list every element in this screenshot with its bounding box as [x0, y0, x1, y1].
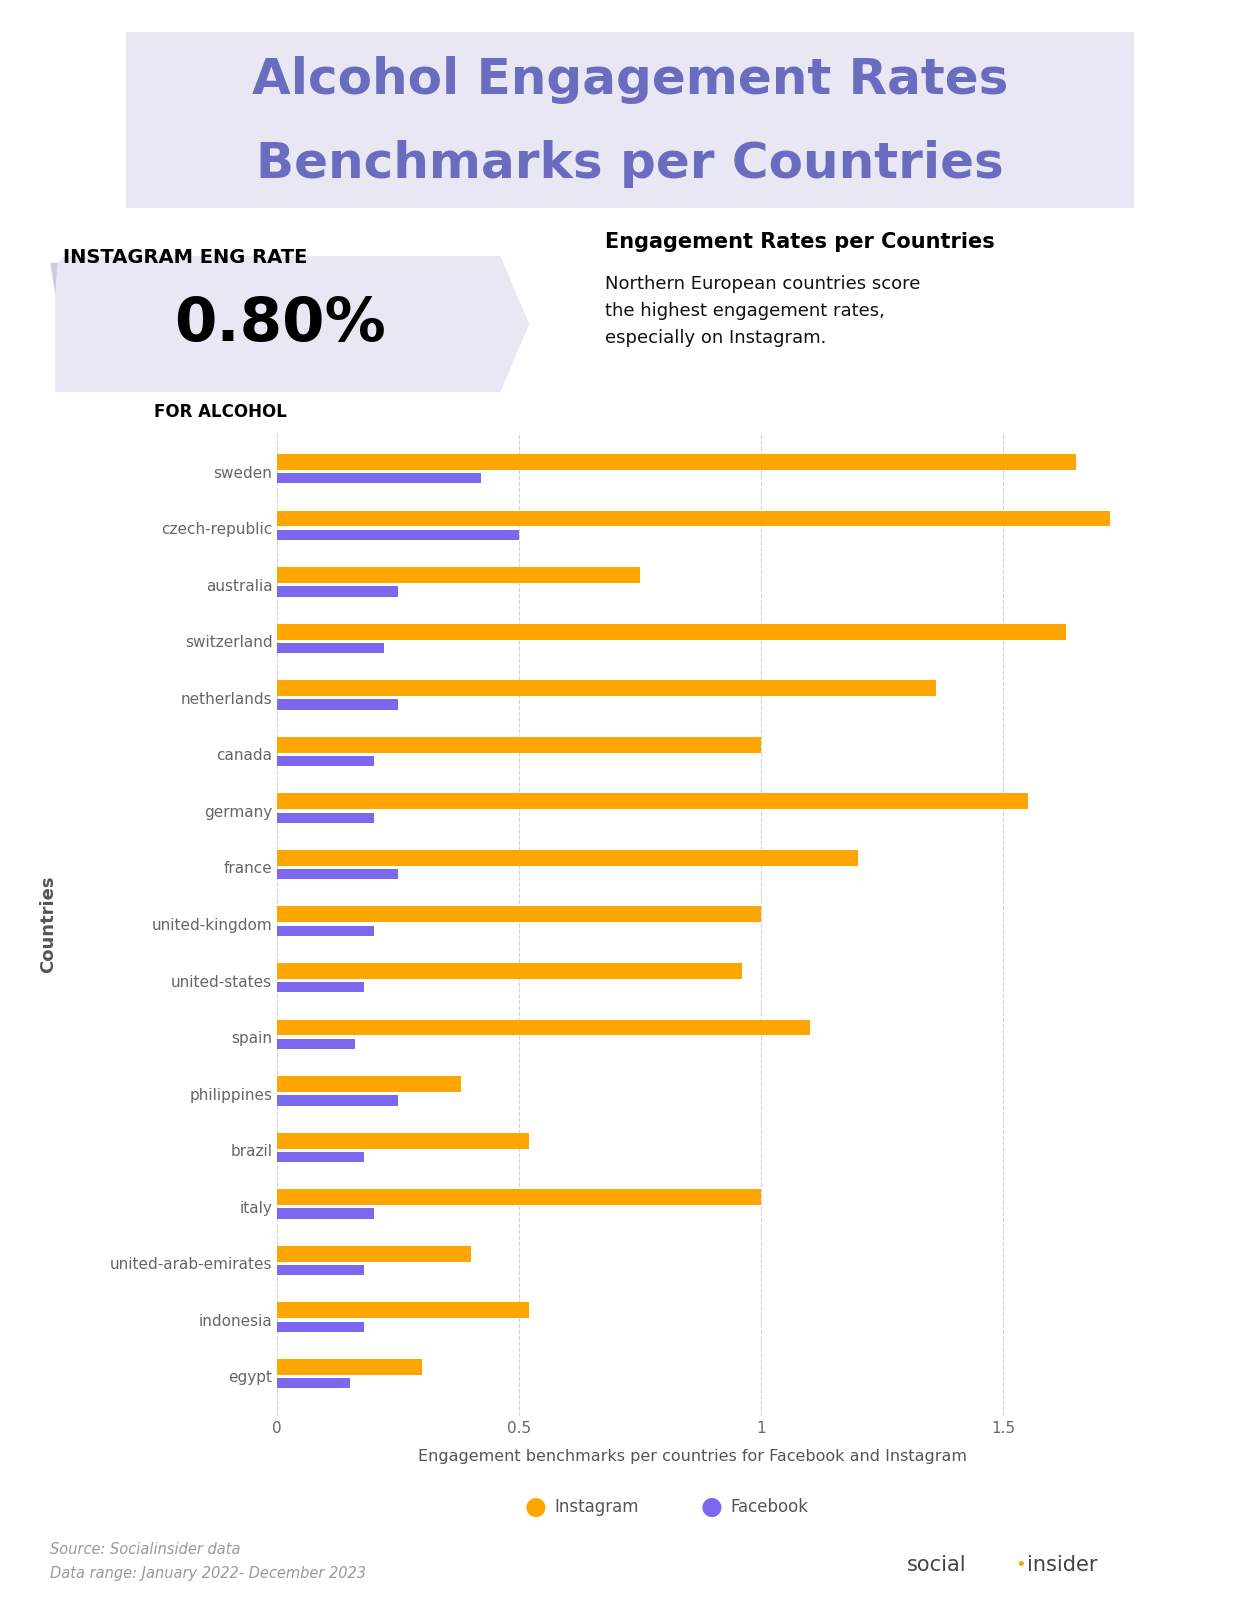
- Text: social: social: [907, 1555, 966, 1574]
- Text: Source: Socialinsider data
Data range: January 2022- December 2023: Source: Socialinsider data Data range: J…: [50, 1542, 367, 1581]
- Bar: [277, 1133, 529, 1149]
- Bar: [277, 699, 398, 710]
- Text: ●: ●: [701, 1494, 723, 1520]
- Bar: [277, 474, 480, 483]
- Bar: [277, 1322, 364, 1331]
- Text: insider: insider: [1027, 1555, 1097, 1574]
- Text: Instagram: Instagram: [554, 1498, 639, 1517]
- Bar: [277, 1246, 471, 1262]
- Text: ●: ●: [524, 1494, 547, 1520]
- Polygon shape: [50, 262, 58, 294]
- Y-axis label: Countries: Countries: [39, 875, 57, 973]
- Text: Alcohol Engagement Rates: Alcohol Engagement Rates: [252, 56, 1008, 104]
- Bar: [277, 926, 374, 936]
- Bar: [277, 738, 761, 752]
- Bar: [277, 643, 384, 653]
- Bar: [277, 982, 364, 992]
- Bar: [277, 530, 519, 541]
- Bar: [277, 869, 398, 880]
- Bar: [277, 680, 936, 696]
- Bar: [277, 963, 742, 979]
- Bar: [277, 1077, 461, 1091]
- Text: Engagement benchmarks per countries for Facebook and Instagram: Engagement benchmarks per countries for …: [418, 1448, 968, 1464]
- Text: 0.80%: 0.80%: [174, 294, 386, 354]
- Bar: [277, 454, 1076, 470]
- Bar: [277, 1358, 422, 1374]
- Text: Engagement Rates per Countries: Engagement Rates per Countries: [605, 232, 994, 251]
- Bar: [277, 510, 1110, 526]
- Bar: [277, 1096, 398, 1106]
- Bar: [277, 850, 858, 866]
- Text: Northern European countries score
the highest engagement rates,
especially on In: Northern European countries score the hi…: [605, 275, 920, 347]
- Bar: [277, 1038, 354, 1050]
- Bar: [277, 1302, 529, 1318]
- Bar: [277, 794, 1028, 810]
- Text: Facebook: Facebook: [731, 1498, 809, 1517]
- FancyBboxPatch shape: [76, 22, 1184, 216]
- Text: Benchmarks per Countries: Benchmarks per Countries: [256, 141, 1004, 187]
- Bar: [277, 624, 1066, 640]
- Bar: [277, 1208, 374, 1219]
- Text: INSTAGRAM ENG RATE: INSTAGRAM ENG RATE: [63, 248, 307, 267]
- Text: •: •: [1016, 1555, 1027, 1574]
- Text: FOR ALCOHOL: FOR ALCOHOL: [154, 403, 287, 421]
- Bar: [277, 813, 374, 822]
- Polygon shape: [50, 256, 529, 392]
- Bar: [277, 1019, 810, 1035]
- Bar: [277, 586, 398, 597]
- Bar: [277, 1189, 761, 1205]
- Bar: [277, 757, 374, 766]
- Bar: [277, 907, 761, 922]
- Bar: [277, 566, 640, 582]
- Bar: [277, 1378, 350, 1389]
- Bar: [277, 1266, 364, 1275]
- Bar: [277, 1152, 364, 1162]
